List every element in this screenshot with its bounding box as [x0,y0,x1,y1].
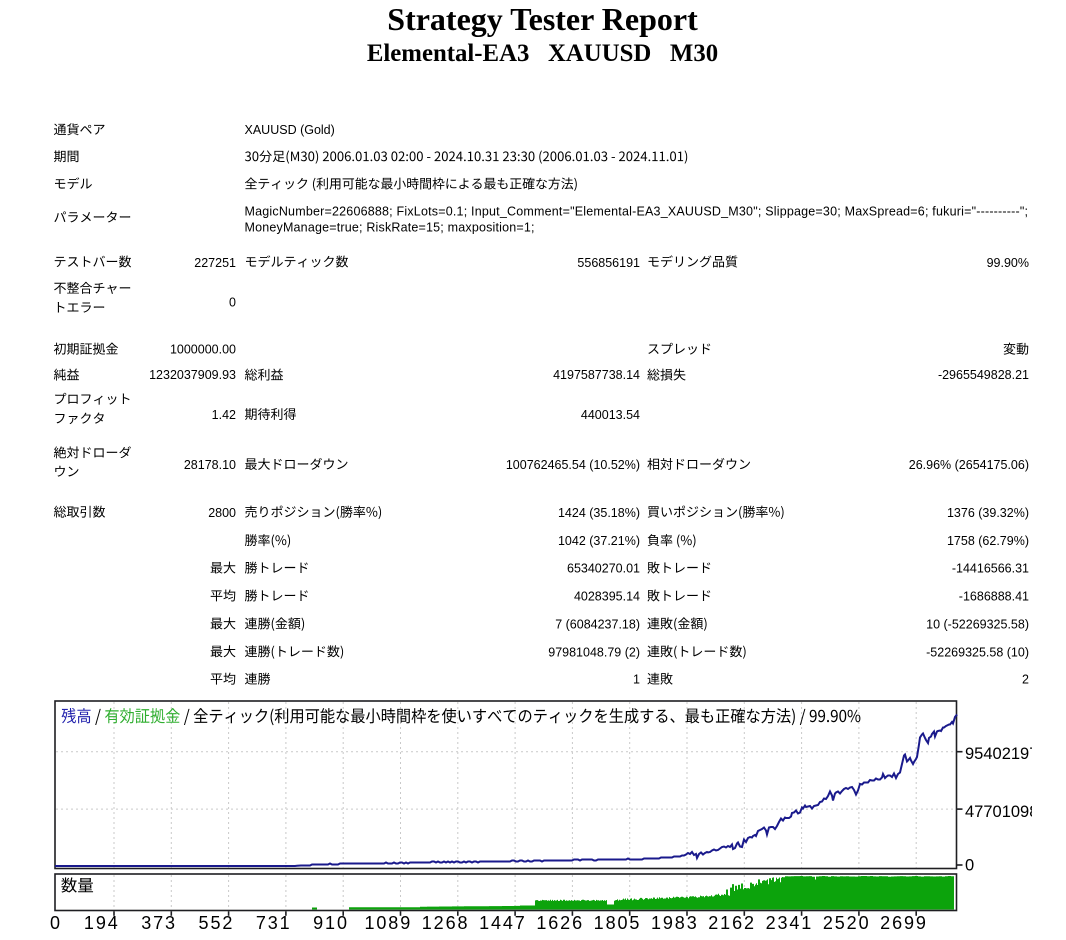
svg-text:1268: 1268 [422,913,470,933]
svg-text:Elemental-EA3 XAUUSD M30: Elemental-EA3 XAUUSD M30 [367,40,718,67]
svg-text:1758 (62.79%): 1758 (62.79%) [947,534,1029,548]
svg-text:373: 373 [141,913,177,933]
svg-text:731: 731 [256,913,292,933]
svg-text:4197587738.14: 4197587738.14 [553,368,640,382]
svg-text:1626: 1626 [536,913,584,933]
svg-text:2: 2 [1022,673,1029,687]
svg-text:1447: 1447 [479,913,527,933]
svg-text:440013.54: 440013.54 [581,408,640,422]
svg-text:-14416566.31: -14416566.31 [952,562,1029,576]
svg-text:0: 0 [229,295,236,309]
svg-text:2699: 2699 [880,913,928,933]
svg-text:2341: 2341 [766,913,814,933]
svg-text:1232037909.93: 1232037909.93 [149,368,236,382]
svg-text:XAUUSD (Gold): XAUUSD (Gold) [245,123,335,137]
svg-text:2520: 2520 [823,913,871,933]
svg-text:1805: 1805 [594,913,642,933]
svg-text:-52269325.58 (10): -52269325.58 (10) [926,645,1029,659]
svg-text:100762465.54 (10.52%): 100762465.54 (10.52%) [506,458,640,472]
svg-text:97981048.79 (2): 97981048.79 (2) [548,645,640,659]
svg-text:1983: 1983 [651,913,699,933]
svg-text:26.96% (2654175.06): 26.96% (2654175.06) [909,458,1029,472]
svg-text:-1686888.41: -1686888.41 [959,590,1029,604]
svg-text:1042 (37.21%): 1042 (37.21%) [558,534,640,548]
svg-text:1424 (35.18%): 1424 (35.18%) [558,506,640,520]
svg-text:47701098: 47701098 [965,803,1038,821]
svg-text:10 (-52269325.58): 10 (-52269325.58) [926,617,1029,631]
svg-text:65340270.01: 65340270.01 [567,562,640,576]
svg-text:910: 910 [313,913,349,933]
svg-text:-2965549828.21: -2965549828.21 [938,368,1029,382]
svg-text:1: 1 [633,673,640,687]
svg-text:0: 0 [965,857,974,875]
svg-text:556856191: 556856191 [577,256,640,270]
svg-text:MoneyManage=true; RiskRate=15;: MoneyManage=true; RiskRate=15; maxpositi… [245,221,535,235]
svg-text:227251: 227251 [194,256,236,270]
svg-text:1089: 1089 [364,913,412,933]
svg-text:1000000.00: 1000000.00 [170,342,236,356]
svg-text:MagicNumber=22606888; FixLots=: MagicNumber=22606888; FixLots=0.1; Input… [245,205,1029,219]
svg-text:95402197: 95402197 [965,745,1038,763]
svg-text:1376 (39.32%): 1376 (39.32%) [947,506,1029,520]
svg-text:0: 0 [50,913,62,933]
svg-text:28178.10: 28178.10 [184,458,236,472]
svg-text:2162: 2162 [708,913,756,933]
svg-text:99.90%: 99.90% [987,256,1029,270]
svg-text:Strategy Tester Report: Strategy Tester Report [387,1,698,37]
svg-text:7 (6084237.18): 7 (6084237.18) [555,617,640,631]
svg-text:4028395.14: 4028395.14 [574,590,640,604]
svg-text:552: 552 [199,913,235,933]
svg-text:2800: 2800 [208,506,236,520]
svg-text:1.42: 1.42 [212,408,236,422]
svg-text:194: 194 [84,913,120,933]
